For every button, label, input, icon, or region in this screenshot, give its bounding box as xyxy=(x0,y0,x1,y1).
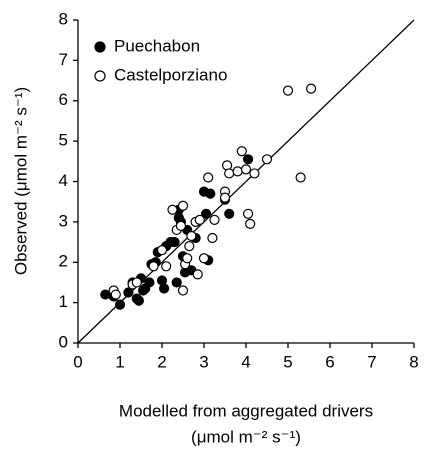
x-tick-label: 0 xyxy=(73,352,82,371)
point xyxy=(207,232,218,244)
point xyxy=(161,261,172,272)
x-tick-label: 1 xyxy=(115,352,124,371)
point xyxy=(144,277,155,288)
point xyxy=(232,166,243,177)
legend-label: Puechabon xyxy=(114,36,200,55)
point xyxy=(194,214,205,225)
point xyxy=(184,241,195,252)
point xyxy=(110,289,121,300)
x-tick-label: 3 xyxy=(199,352,208,371)
y-tick-label: 2 xyxy=(59,252,68,271)
y-tick-label: 0 xyxy=(59,332,68,351)
point xyxy=(177,200,189,211)
y-tick-label: 3 xyxy=(59,211,68,230)
y-tick-label: 6 xyxy=(59,90,68,109)
point xyxy=(175,220,186,232)
point xyxy=(123,287,134,298)
x-tick-label: 7 xyxy=(367,352,376,371)
y-tick-label: 1 xyxy=(59,292,68,311)
point xyxy=(243,154,254,165)
x-axis-label: Modelled from aggregated drivers xyxy=(119,401,373,420)
point xyxy=(177,285,189,296)
point xyxy=(249,168,260,179)
legend-marker xyxy=(94,70,106,82)
x-tick-label: 2 xyxy=(157,352,166,371)
x-tick-label: 6 xyxy=(325,352,334,371)
point xyxy=(240,164,252,175)
point xyxy=(201,208,212,219)
y-tick-label: 8 xyxy=(59,9,68,28)
x-axis-label: (μmol m⁻² s⁻¹) xyxy=(191,427,301,446)
point xyxy=(224,208,235,219)
point xyxy=(100,289,111,300)
point xyxy=(224,168,235,179)
point xyxy=(245,218,256,229)
point xyxy=(167,236,178,248)
point xyxy=(131,277,142,288)
point xyxy=(282,85,294,96)
point xyxy=(186,230,197,242)
y-tick-label: 7 xyxy=(59,50,68,69)
x-tick-label: 5 xyxy=(283,352,292,371)
point xyxy=(114,299,126,310)
point xyxy=(182,253,193,264)
point xyxy=(148,261,159,272)
y-tick-label: 5 xyxy=(59,131,68,150)
point xyxy=(159,283,170,294)
point xyxy=(261,154,273,165)
y-axis-label: Observed (μmol m⁻² s⁻¹) xyxy=(11,87,30,275)
point xyxy=(203,172,214,183)
point xyxy=(171,277,182,288)
point xyxy=(219,192,231,203)
point xyxy=(205,188,216,199)
point xyxy=(133,295,144,306)
legend-label: Castelporziano xyxy=(114,65,227,84)
x-tick-label: 4 xyxy=(241,352,250,371)
point xyxy=(306,83,317,94)
point xyxy=(236,146,247,157)
legend-marker xyxy=(94,41,106,53)
y-tick-label: 4 xyxy=(59,171,68,190)
point xyxy=(295,172,306,183)
x-tick-label: 8 xyxy=(409,352,418,371)
point xyxy=(209,214,220,225)
point xyxy=(138,285,149,296)
point xyxy=(198,253,210,264)
point xyxy=(243,208,254,219)
point xyxy=(167,204,178,215)
point xyxy=(156,245,168,256)
point xyxy=(192,269,203,280)
